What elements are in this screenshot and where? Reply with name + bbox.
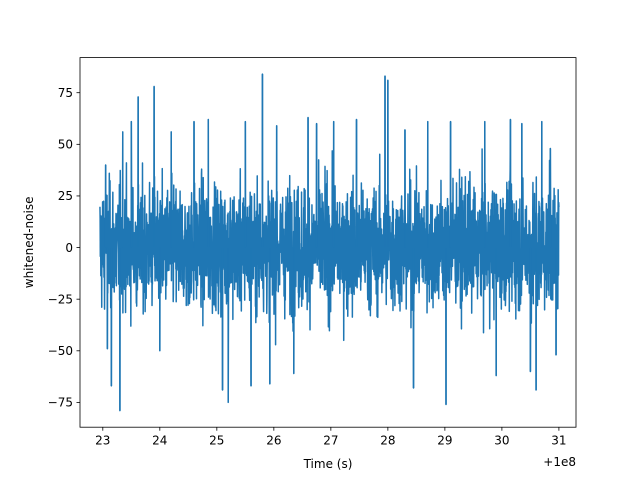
y-tick-label: 0 (65, 241, 73, 255)
x-tick-label: 28 (380, 434, 395, 448)
y-tick-label: −50 (48, 344, 73, 358)
series-noise-line (99, 73, 560, 412)
x-tick-label: 23 (95, 434, 110, 448)
y-axis-label: whitened-noise (22, 197, 36, 289)
y-tick-label: −75 (48, 396, 73, 410)
y-axis-ticks: −75 −50 −25 0 25 50 75 (48, 86, 80, 410)
noise-line (99, 73, 560, 412)
x-tick-label: 29 (437, 434, 452, 448)
y-tick-label: 25 (58, 189, 73, 203)
y-tick-label: 75 (58, 86, 73, 100)
x-tick-label: 31 (551, 434, 566, 448)
x-axis-ticks: 23 24 25 26 27 28 29 30 31 (95, 427, 567, 448)
y-tick-label: 50 (58, 138, 73, 152)
x-axis-offset-label: +1e8 (543, 455, 576, 469)
x-tick-label: 24 (152, 434, 167, 448)
x-axis-label: Time (s) (303, 457, 353, 471)
x-tick-label: 30 (494, 434, 509, 448)
plot-area (99, 73, 560, 412)
y-tick-label: −25 (48, 292, 73, 306)
x-tick-label: 26 (266, 434, 281, 448)
x-tick-label: 27 (323, 434, 338, 448)
x-tick-label: 25 (209, 434, 224, 448)
axes-frame (79, 57, 577, 428)
